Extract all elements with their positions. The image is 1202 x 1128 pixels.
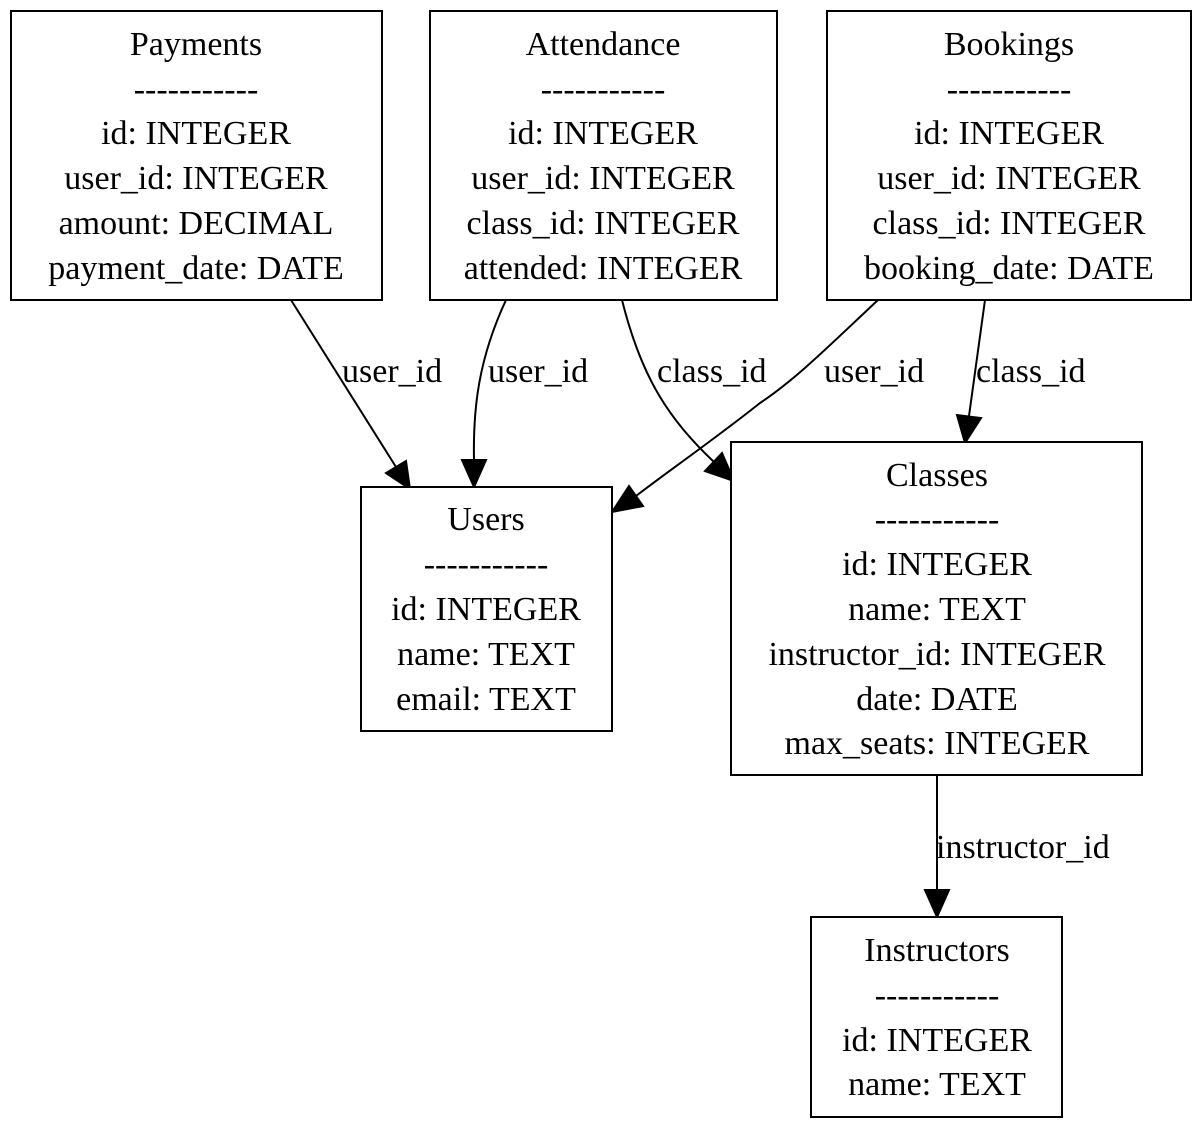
edge-bookings-users: user_id [609, 299, 924, 514]
table-separator: ----------- [875, 977, 1000, 1014]
table-title: Users [447, 501, 524, 538]
edge-line [621, 299, 715, 463]
edge-line [968, 299, 986, 417]
table-field: id: INTEGER [508, 115, 698, 152]
edge-label: user_id [824, 353, 924, 390]
edge-label: instructor_id [936, 829, 1110, 866]
table-instructors[interactable]: Instructors ----------- id: INTEGER name… [810, 916, 1063, 1118]
table-field: user_id: INTEGER [877, 160, 1141, 197]
table-field: attended: INTEGER [464, 250, 743, 287]
table-bookings[interactable]: Bookings ----------- id: INTEGER user_id… [826, 10, 1192, 301]
table-separator: ----------- [424, 546, 549, 583]
table-field: max_seats: INTEGER [785, 725, 1090, 762]
table-box [360, 486, 613, 732]
table-field: id: INTEGER [101, 115, 291, 152]
table-field: id: INTEGER [842, 1022, 1032, 1059]
table-title: Attendance [526, 26, 681, 63]
table-field: user_id: INTEGER [64, 160, 328, 197]
arrowhead [923, 889, 951, 920]
table-separator: ----------- [875, 501, 1000, 538]
edge-line [290, 299, 397, 468]
edge-line [472, 299, 507, 461]
edge-label: user_id [488, 353, 588, 390]
table-box [810, 916, 1063, 1118]
edge-label: class_id [976, 353, 1086, 390]
table-field: user_id: INTEGER [471, 160, 735, 197]
table-payments[interactable]: Payments ----------- id: INTEGER user_id… [10, 10, 383, 301]
table-box [730, 441, 1143, 776]
edge-label: class_id [657, 353, 767, 390]
table-title: Payments [130, 26, 262, 63]
table-field: class_id: INTEGER [467, 205, 740, 242]
table-field: instructor_id: INTEGER [768, 636, 1105, 673]
table-separator: ----------- [541, 71, 666, 108]
table-field: payment_date: DATE [48, 250, 344, 287]
table-field: class_id: INTEGER [873, 205, 1146, 242]
edge-classes-instructors: instructor_id [923, 775, 1110, 920]
table-field: id: INTEGER [842, 546, 1032, 583]
table-box [826, 10, 1192, 301]
table-title: Instructors [864, 932, 1009, 969]
table-classes[interactable]: Classes ----------- id: INTEGER name: TE… [730, 441, 1143, 776]
table-box [429, 10, 778, 301]
table-users[interactable]: Users ----------- id: INTEGER name: TEXT… [360, 486, 613, 732]
table-field: amount: DECIMAL [59, 205, 334, 242]
table-title: Bookings [944, 26, 1074, 63]
edge-bookings-classes: class_id [955, 299, 1086, 446]
arrowhead [460, 459, 488, 490]
table-box [10, 10, 383, 301]
table-attendance[interactable]: Attendance ----------- id: INTEGER user_… [429, 10, 778, 301]
arrowhead [955, 413, 983, 446]
table-separator: ----------- [134, 71, 259, 108]
edge-attendance-users: user_id [460, 299, 588, 490]
table-field: name: TEXT [397, 636, 575, 673]
edge-line [635, 299, 879, 497]
table-field: date: DATE [856, 681, 1017, 718]
table-field: id: INTEGER [391, 591, 581, 628]
table-field: email: TEXT [396, 681, 576, 718]
table-field: name: TEXT [848, 591, 1026, 628]
table-field: booking_date: DATE [864, 250, 1154, 287]
edge-label: user_id [342, 353, 442, 390]
table-separator: ----------- [947, 71, 1072, 108]
arrowhead [384, 459, 412, 492]
arrowhead [609, 484, 645, 514]
edge-payments-users: user_id [290, 299, 442, 492]
arrowhead [703, 451, 736, 483]
table-field: name: TEXT [848, 1066, 1026, 1103]
table-field: id: INTEGER [914, 115, 1104, 152]
edge-attendance-classes: class_id [621, 299, 767, 483]
table-title: Classes [886, 457, 988, 494]
